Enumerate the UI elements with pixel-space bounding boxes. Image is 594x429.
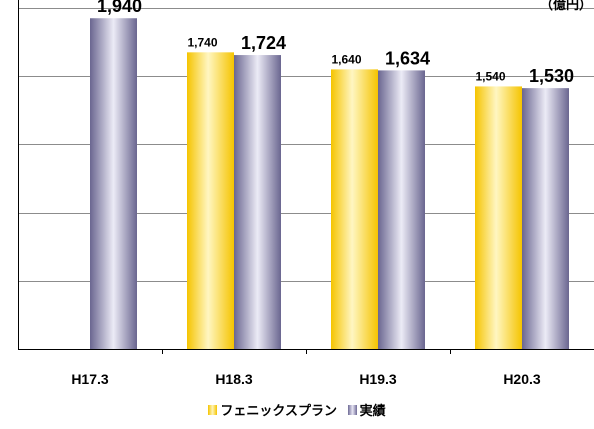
legend-label-actual: 実績: [359, 404, 386, 419]
data-label-actual: 1,940: [97, 0, 142, 16]
x-tick-label: H18.3: [215, 371, 253, 387]
bar-plan: [475, 86, 522, 350]
axes: H17.3 H18.3 H19.3 H20.3: [18, 0, 594, 387]
data-label-plan: 1,640: [331, 52, 361, 66]
legend-item-plan: フェニックスプラン: [208, 400, 337, 419]
bar-plan: [187, 52, 234, 350]
bars: [90, 18, 569, 350]
bar-plan: [331, 69, 378, 349]
data-label-actual: 1,530: [529, 66, 574, 86]
legend-swatch-plan: [208, 404, 218, 415]
x-tick-label: H17.3: [71, 371, 109, 387]
legend-label-plan: フェニックスプラン: [220, 404, 338, 419]
bar-chart: 1,940 1,740 1,724 1,640 1,634 1,540 1,530 H17.…: [18, 0, 594, 387]
legend: フェニックスプラン 実績: [0, 400, 594, 419]
data-labels: 1,940 1,740 1,724 1,640 1,634 1,540 1,530: [97, 0, 574, 86]
data-label-plan: 1,540: [475, 69, 505, 83]
legend-item-actual: 実績: [347, 400, 386, 419]
unit-label: （億円）: [539, 0, 592, 13]
x-tick-label: H20.3: [503, 371, 541, 387]
data-label-actual: 1,724: [241, 33, 286, 53]
x-tick-label: H19.3: [359, 371, 397, 387]
bar-actual: [378, 70, 425, 349]
bar-actual: [234, 55, 281, 350]
data-label-actual: 1,634: [385, 48, 430, 68]
bar-actual: [522, 88, 569, 349]
legend-swatch-actual: [347, 404, 357, 415]
bar-actual: [90, 18, 137, 349]
data-label-plan: 1,740: [187, 35, 217, 49]
